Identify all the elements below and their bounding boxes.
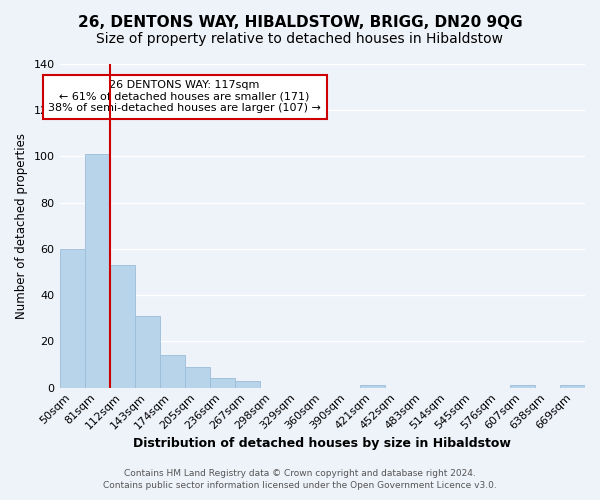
X-axis label: Distribution of detached houses by size in Hibaldstow: Distribution of detached houses by size … <box>133 437 511 450</box>
Bar <box>360 386 385 388</box>
Bar <box>209 378 235 388</box>
Text: Contains HM Land Registry data © Crown copyright and database right 2024.
Contai: Contains HM Land Registry data © Crown c… <box>103 468 497 490</box>
Bar <box>110 265 134 388</box>
Bar <box>85 154 110 388</box>
Bar <box>160 355 185 388</box>
Bar <box>235 380 260 388</box>
Y-axis label: Number of detached properties: Number of detached properties <box>15 133 28 319</box>
Bar <box>560 386 585 388</box>
Bar <box>59 249 85 388</box>
Text: 26, DENTONS WAY, HIBALDSTOW, BRIGG, DN20 9QG: 26, DENTONS WAY, HIBALDSTOW, BRIGG, DN20… <box>77 15 523 30</box>
Bar <box>134 316 160 388</box>
Bar <box>185 367 209 388</box>
Bar <box>510 386 535 388</box>
Text: Size of property relative to detached houses in Hibaldstow: Size of property relative to detached ho… <box>97 32 503 46</box>
Text: 26 DENTONS WAY: 117sqm
← 61% of detached houses are smaller (171)
38% of semi-de: 26 DENTONS WAY: 117sqm ← 61% of detached… <box>48 80 321 114</box>
